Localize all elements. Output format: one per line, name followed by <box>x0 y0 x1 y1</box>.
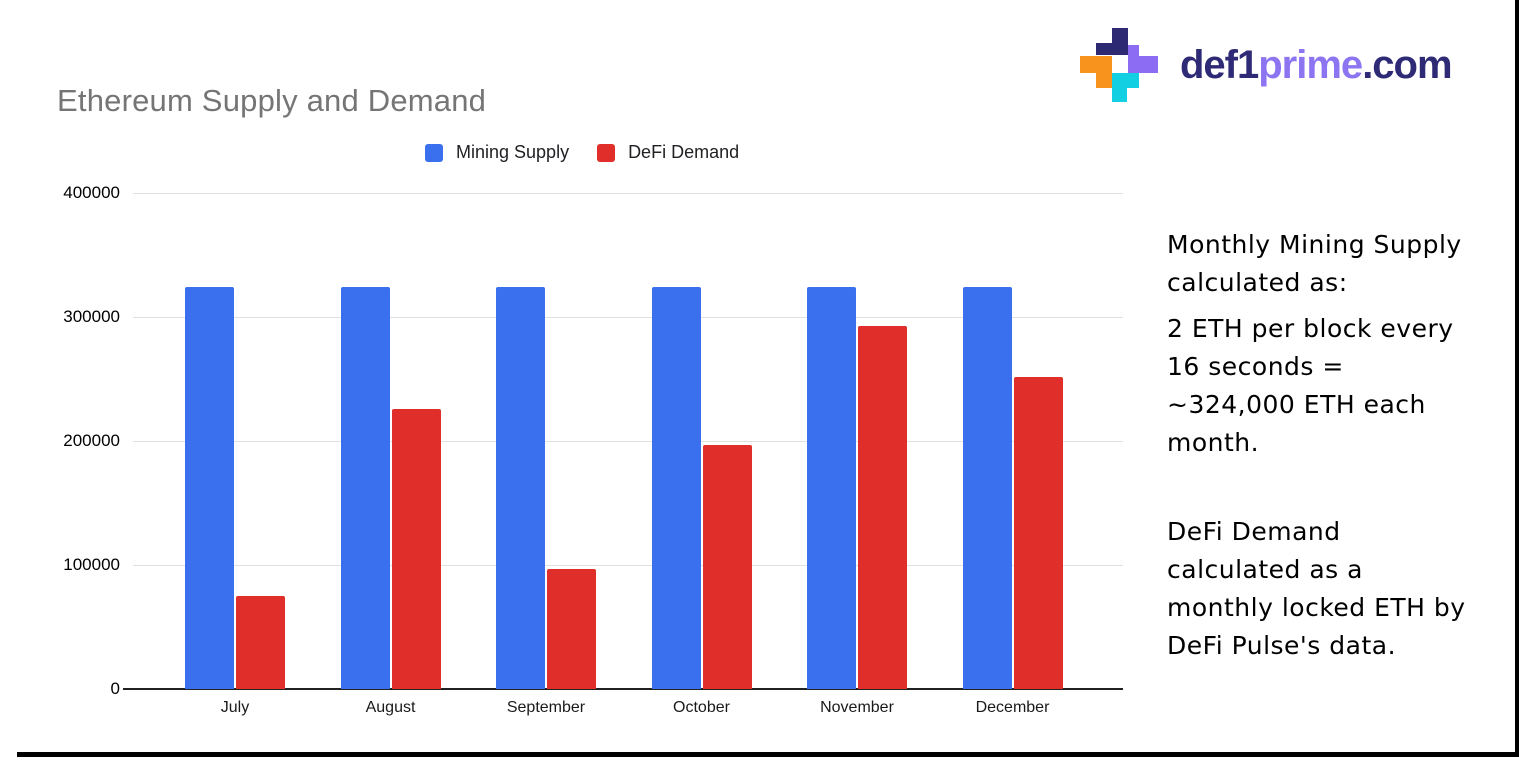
annotation-line: month. <box>1167 428 1260 457</box>
legend-item-defi-demand: DeFi Demand <box>597 142 739 163</box>
gridline-300000 <box>133 317 1123 318</box>
legend-label-defi-demand: DeFi Demand <box>628 142 740 162</box>
annotation-line: 16 seconds = <box>1167 352 1344 381</box>
x-tick-label-october: October <box>673 699 730 716</box>
x-tick-label-november: November <box>820 699 894 716</box>
bar-mining-supply-november <box>807 287 856 689</box>
annotation-line: calculated as a <box>1167 555 1363 584</box>
y-tick-label-400000: 400000 <box>63 183 120 202</box>
bar-defi-demand-august <box>391 408 441 689</box>
y-tick-label-300000: 300000 <box>63 307 120 326</box>
bar-defi-demand-november <box>858 325 907 689</box>
chart-legend: Mining Supply DeFi Demand <box>425 142 739 163</box>
annotation-block-3: DeFi Demand calculated as a monthly locked… <box>1167 513 1507 665</box>
logo-piece-cyan <box>1112 73 1139 102</box>
legend-swatch-defi-demand <box>597 143 616 162</box>
bar-mining-supply-september <box>496 287 545 689</box>
x-tick-label-september: September <box>506 699 586 716</box>
annotation-line: Monthly Mining Supply <box>1167 230 1462 259</box>
bar-mining-supply-december <box>962 287 1012 689</box>
window-border-right <box>1515 0 1519 756</box>
y-tick-label-200000: 200000 <box>63 431 120 450</box>
window-border-bottom <box>17 752 1519 757</box>
annotation-line: monthly locked ETH by <box>1167 593 1466 622</box>
annotation-line: DeFi Demand <box>1167 517 1341 546</box>
bar-defi-demand-september <box>547 568 596 689</box>
bar-defi-demand-july <box>236 596 285 689</box>
logo-wordmark: def1prime.com <box>1180 42 1453 88</box>
logo-wordmark-segment: def1 <box>1180 42 1259 87</box>
annotation-block-1: Monthly Mining Supply calculated as: <box>1167 226 1507 302</box>
defiprime-logo-icon <box>1080 28 1158 102</box>
legend-label-mining-supply: Mining Supply <box>456 142 570 162</box>
x-tick-label-july: July <box>220 699 250 716</box>
x-tick-label-august: August <box>365 699 416 716</box>
y-tick-label-100000: 100000 <box>63 555 120 574</box>
x-axis-line <box>123 688 1123 690</box>
bar-defi-demand-october <box>702 444 752 689</box>
bar-mining-supply-july <box>185 287 234 689</box>
legend-item-mining-supply: Mining Supply <box>425 142 569 163</box>
y-tick-label-0: 0 <box>110 679 120 698</box>
logo-wordmark-segment: prime <box>1258 42 1363 87</box>
chart-title: Ethereum Supply and Demand <box>57 83 487 118</box>
gridline-200000 <box>133 441 1123 442</box>
logo-piece-navy <box>1096 28 1128 55</box>
logo-piece-orange <box>1080 56 1112 88</box>
annotation-line: DeFi Pulse's data. <box>1167 631 1397 660</box>
defiprime-logo-link[interactable]: def1prime.com <box>1080 28 1453 102</box>
x-tick-label-december: December <box>975 699 1050 716</box>
annotation-block-2: 2 ETH per block every 16 seconds = ~324,00… <box>1167 310 1507 462</box>
logo-wordmark-segment: .com <box>1362 42 1452 87</box>
bar-mining-supply-october <box>651 287 701 689</box>
annotation-line: calculated as: <box>1167 268 1348 297</box>
logo-piece-purple <box>1128 45 1158 73</box>
legend-swatch-mining-supply <box>425 143 443 162</box>
plot-area: 0 100000 200000 300000 400000 July August Septe… <box>63 183 1123 716</box>
bar-defi-demand-december <box>1013 376 1063 689</box>
annotation-line: ~324,000 ETH each <box>1167 390 1426 419</box>
gridline-100000 <box>133 565 1123 566</box>
annotation-line: 2 ETH per block every <box>1167 314 1454 343</box>
bar-mining-supply-august <box>340 287 390 689</box>
gridline-400000 <box>133 193 1123 194</box>
